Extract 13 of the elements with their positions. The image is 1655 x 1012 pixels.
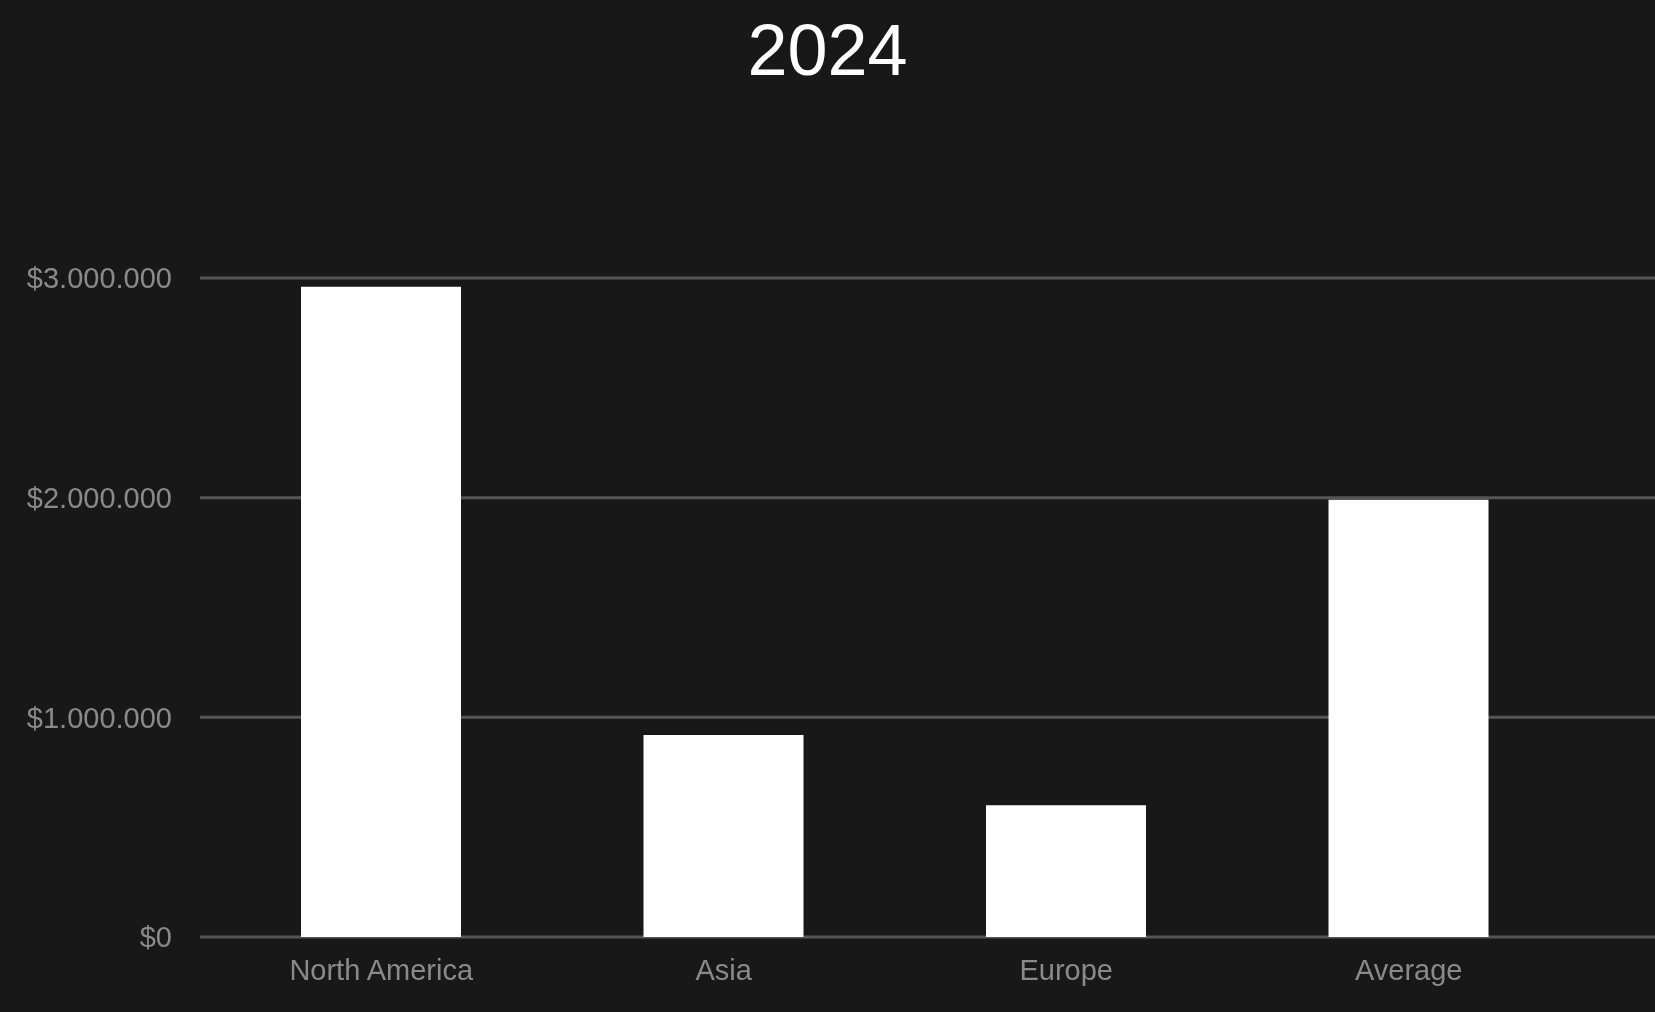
bar [301,286,461,937]
chart-title: 2024 [746,9,909,92]
y-tick-label: $1.000.000 [26,701,172,734]
bar [986,805,1146,937]
x-tick-label: Asia [695,953,753,986]
y-tick-label: $3.000.000 [26,262,172,295]
x-tick-label: Average [1355,953,1463,986]
y-tick-label: $0 [139,921,172,954]
bar [643,734,804,937]
bar [1328,499,1489,937]
x-tick-label: North America [289,953,474,986]
y-tick-label: $2.000.000 [26,481,172,514]
x-tick-label: Europe [1019,953,1114,986]
